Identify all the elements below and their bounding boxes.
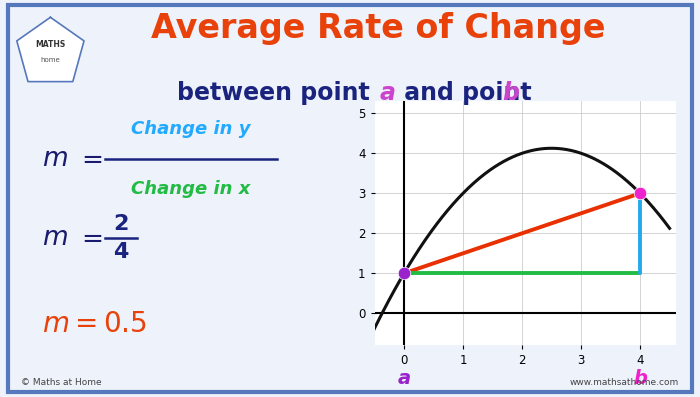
Text: Change in y: Change in y: [131, 120, 251, 138]
Text: $=$: $=$: [76, 225, 102, 251]
Text: www.mathsathome.com: www.mathsathome.com: [570, 378, 679, 387]
Text: Change in x: Change in x: [131, 179, 251, 198]
Text: b: b: [503, 81, 519, 105]
Text: © Maths at Home: © Maths at Home: [21, 378, 102, 387]
Text: $m$: $m$: [42, 146, 68, 172]
Text: b: b: [633, 369, 647, 388]
Text: $m = 0.5$: $m = 0.5$: [42, 310, 147, 337]
Text: between point: between point: [177, 81, 378, 105]
Text: a: a: [379, 81, 396, 105]
Text: MATHS: MATHS: [35, 40, 66, 49]
Text: Average Rate of Change: Average Rate of Change: [150, 12, 606, 45]
Text: and point: and point: [396, 81, 540, 105]
Text: home: home: [41, 57, 60, 63]
Text: 2: 2: [113, 214, 128, 234]
Text: $=$: $=$: [76, 146, 102, 172]
Text: $m$: $m$: [42, 225, 68, 251]
Text: a: a: [398, 369, 411, 388]
Text: 4: 4: [113, 242, 128, 262]
Polygon shape: [17, 17, 84, 82]
